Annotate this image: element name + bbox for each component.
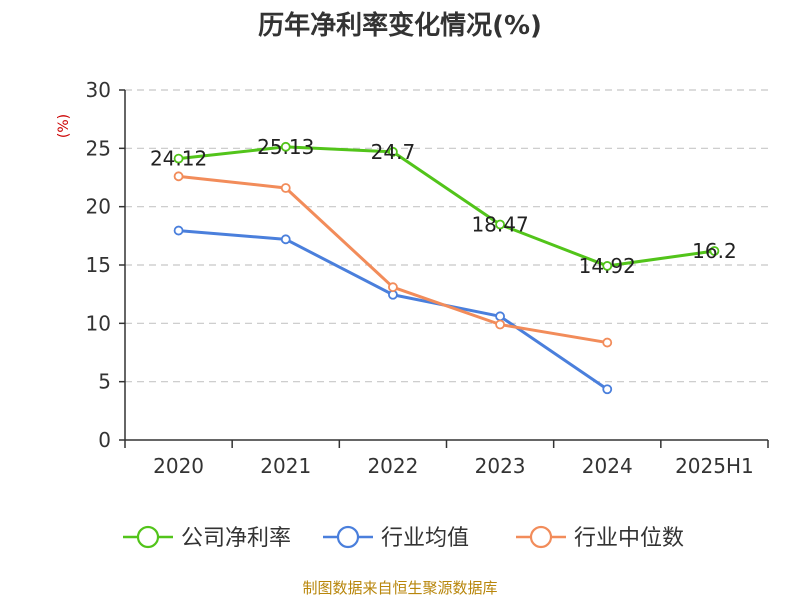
data-label: 24.7	[371, 140, 416, 164]
y-axis-unit: (%)	[56, 114, 72, 138]
y-tick-label: 10	[86, 311, 111, 335]
source-note: 制图数据来自恒生聚源数据库	[302, 579, 497, 597]
series-2	[173, 225, 613, 395]
legend[interactable]: 公司净利率 行业均值 行业中位数	[123, 525, 684, 551]
y-tick-label: 0	[98, 428, 111, 452]
data-labels: 24.12 25.13 24.7 18.47 14.92 16.2	[150, 135, 737, 278]
y-tick-label: 25	[86, 136, 111, 160]
data-point	[280, 183, 291, 193]
data-point	[173, 171, 184, 182]
series-lines	[173, 141, 720, 395]
series-line	[178, 229, 609, 391]
chart-title: 历年净利率变化情况(%)	[258, 10, 542, 41]
legend-item-3[interactable]: 行业中位数	[516, 525, 684, 551]
data-point	[602, 337, 613, 348]
data-label: 18.47	[471, 213, 528, 237]
data-point	[280, 234, 291, 245]
grid-lines	[125, 89, 768, 383]
series-3	[173, 171, 613, 348]
series-line	[178, 145, 715, 268]
data-point	[602, 261, 613, 271]
x-tick-label: 2021	[260, 454, 311, 478]
axes: 0 5 10 15 20 25 30 2020 2021 2022 2023 2024 2025H1	[86, 78, 769, 478]
legend-marker	[136, 525, 160, 549]
data-label: 24.12	[150, 147, 207, 171]
x-tick-label: 2024	[582, 454, 633, 478]
legend-marker	[336, 525, 360, 549]
legend-label: 行业均值	[381, 526, 469, 551]
y-tick-label: 5	[98, 370, 111, 394]
data-point	[173, 153, 184, 164]
x-tick-label: 2023	[475, 454, 526, 478]
data-point	[495, 219, 505, 230]
data-point	[602, 384, 613, 395]
series-line	[178, 174, 608, 345]
legend-label: 行业中位数	[574, 526, 684, 551]
legend-item-2[interactable]: 行业均值	[323, 525, 469, 551]
x-tick-label: 2022	[367, 454, 418, 478]
x-tick-label: 2025H1	[675, 454, 754, 478]
data-label: 25.13	[257, 135, 314, 159]
data-point	[173, 225, 184, 236]
data-point	[495, 311, 505, 322]
data-point	[388, 146, 398, 157]
y-tick-label: 30	[86, 78, 111, 102]
legend-label: 公司净利率	[181, 526, 291, 551]
y-tick-label: 20	[86, 195, 111, 219]
data-label: 16.2	[692, 239, 737, 263]
y-tick-label: 15	[86, 253, 111, 277]
data-point	[495, 319, 505, 330]
data-label: 14.92	[579, 254, 636, 278]
data-point	[388, 282, 398, 293]
series-1	[173, 141, 720, 271]
legend-item-1[interactable]: 公司净利率	[123, 525, 291, 551]
x-tick-label: 2020	[153, 454, 204, 478]
data-point	[280, 141, 291, 152]
data-point	[709, 246, 720, 256]
legend-marker	[529, 525, 553, 549]
